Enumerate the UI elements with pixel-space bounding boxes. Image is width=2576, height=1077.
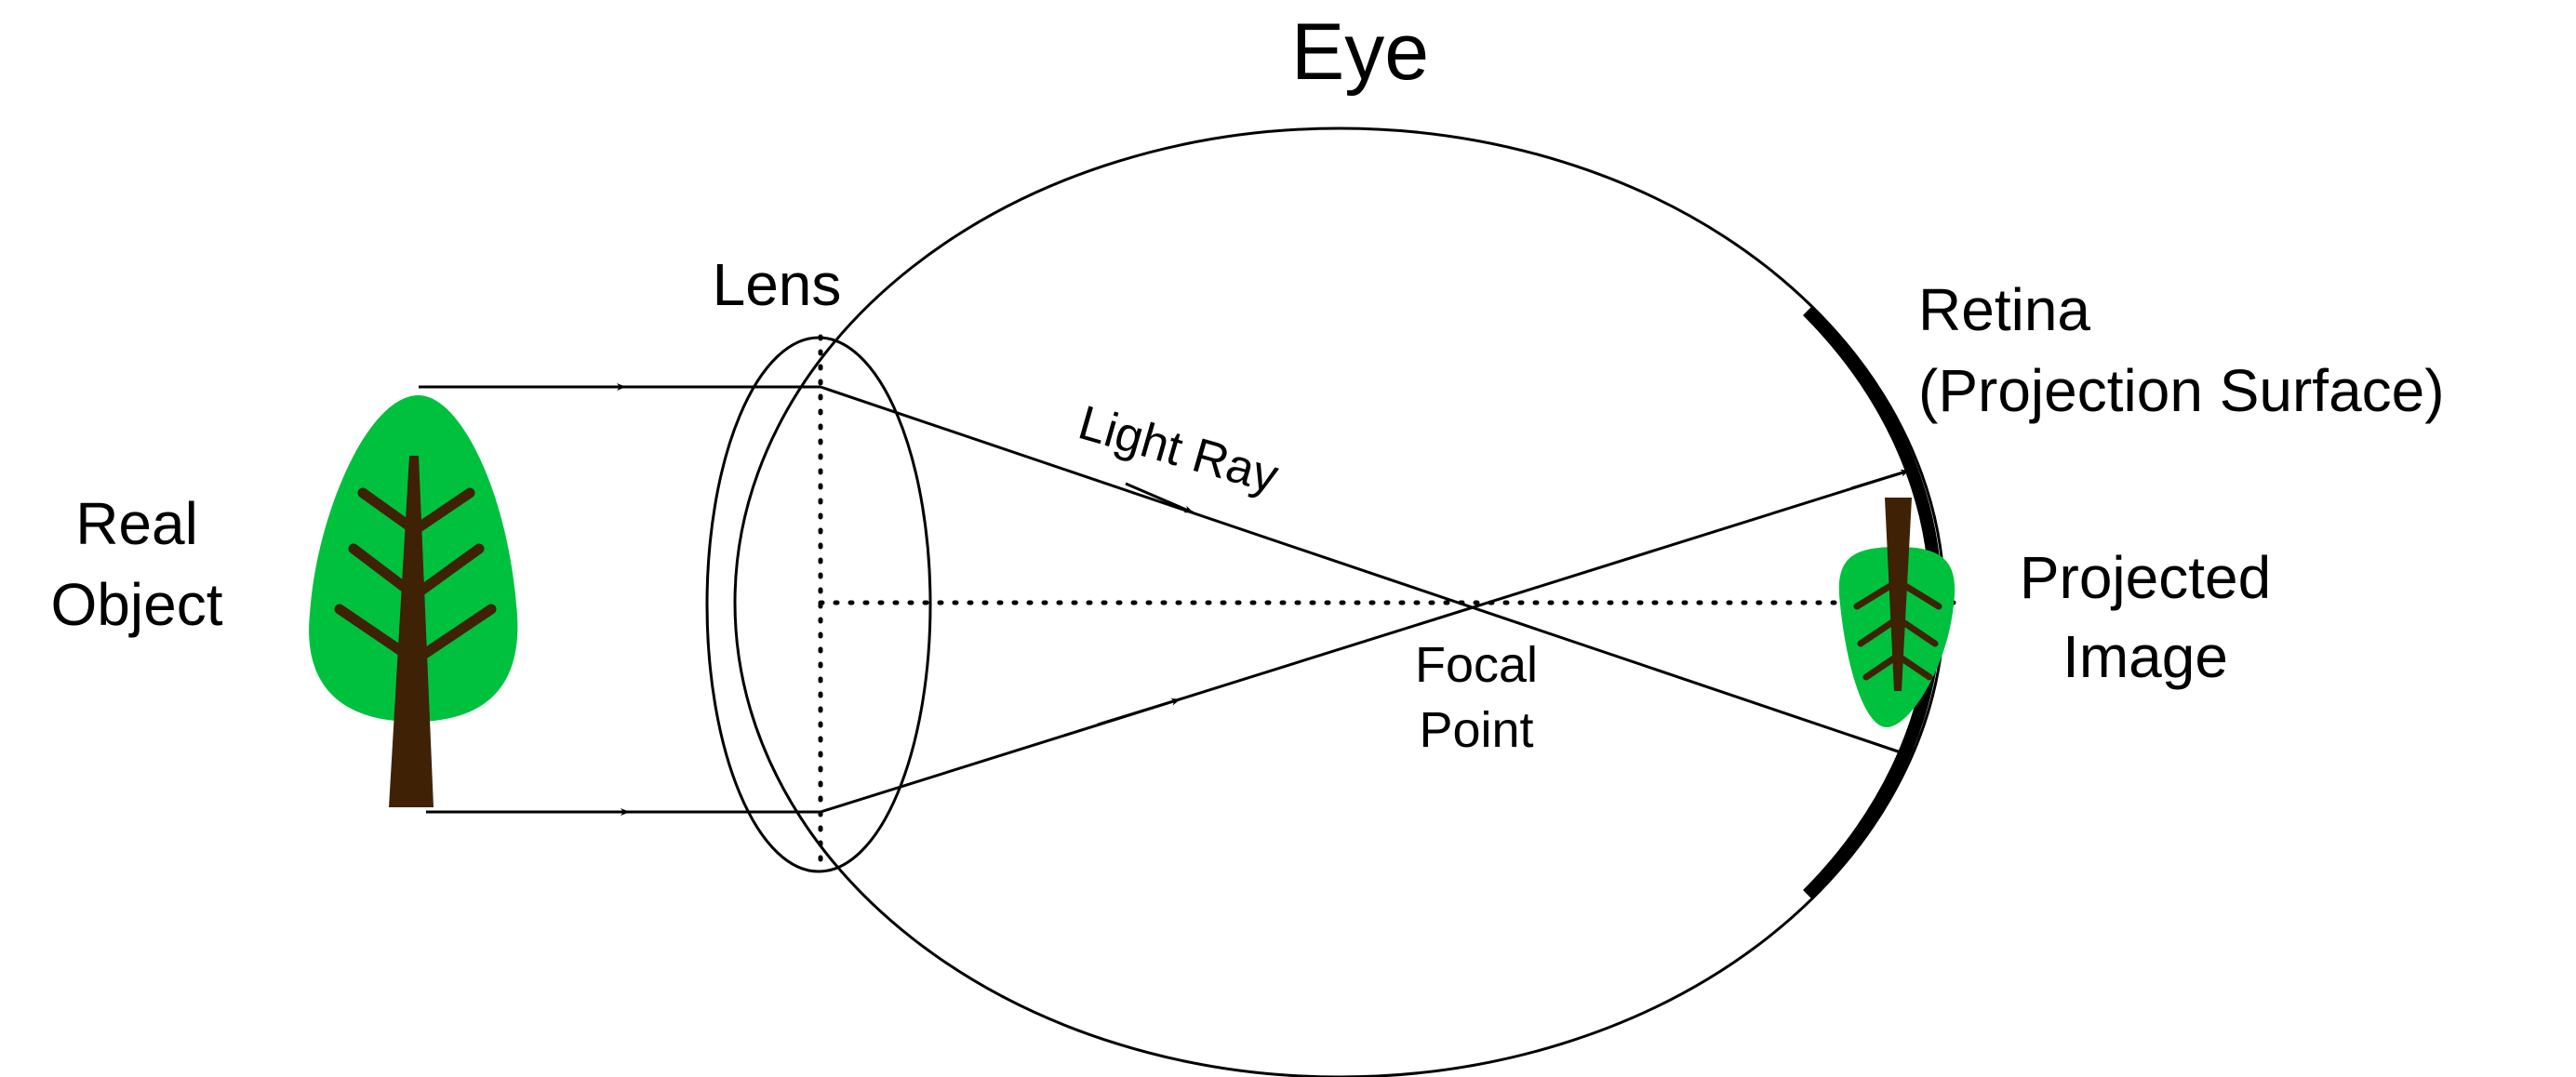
real-object-tree (309, 395, 518, 807)
projected-image-label-line1: Projected (2020, 544, 2271, 611)
lens-label: Lens (713, 251, 842, 318)
real-tree-branches (334, 487, 497, 666)
light-ray-label: Light Ray (1073, 396, 1284, 504)
projected-tree-branches (1853, 578, 1942, 681)
focal-point-label-line2: Point (1419, 702, 1533, 758)
real-object-label-line2: Object (51, 571, 223, 638)
refracted-ray-top-end-arrow (1850, 734, 1910, 757)
refracted-ray-bottom (820, 469, 1910, 814)
refracted-ray-bottom-end-arrow (1850, 469, 1910, 490)
projected-image-tree (1838, 498, 1955, 727)
refracted-ray-top (820, 385, 1910, 757)
refracted-ray-top-arrow (1125, 482, 1194, 514)
projected-image-label-line2: Image (2062, 623, 2228, 690)
projected-tree-trunk (1885, 498, 1912, 691)
real-tree-trunk (389, 456, 434, 807)
retina-label-line1: Retina (1918, 276, 2090, 343)
diagram-title: Eye (1291, 7, 1429, 97)
real-object-label-line1: Real (75, 490, 198, 557)
retina-label-line2: (Projection Surface) (1918, 357, 2445, 424)
refracted-ray-bottom-arrow (1097, 698, 1181, 726)
focal-point-label-line1: Focal (1415, 637, 1538, 693)
